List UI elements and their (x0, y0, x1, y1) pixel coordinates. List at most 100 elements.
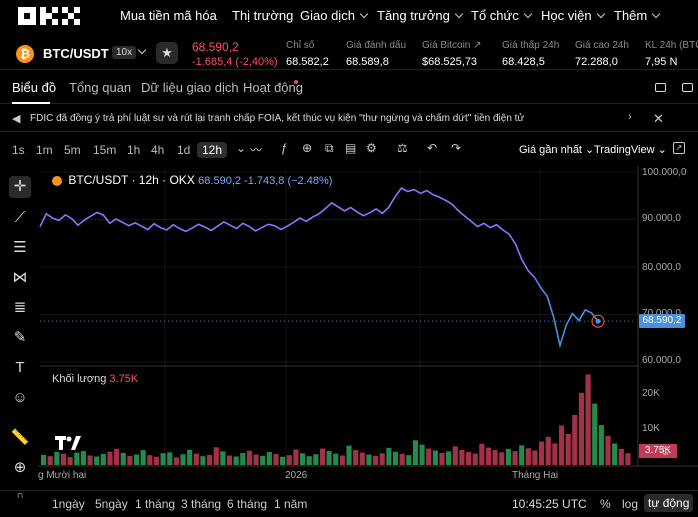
nav-academy[interactable]: Học viện (541, 8, 605, 23)
volume-bar (485, 447, 492, 465)
volume-bar (605, 435, 611, 465)
compare-icon[interactable]: ⊕ (302, 141, 313, 155)
volume-bar (578, 392, 585, 465)
volume-bar (366, 454, 372, 465)
pattern-icon[interactable]: ⋈ (12, 269, 28, 286)
chevron-down-icon[interactable]: ⌄ (236, 141, 247, 155)
line-chart-icon[interactable]: 〰 (250, 143, 263, 157)
tab-chart[interactable]: Biểu đồ (12, 80, 57, 95)
chevron-right-icon[interactable]: › (628, 111, 632, 123)
fullscreen-icon[interactable]: ↗ (673, 142, 685, 154)
interval-4h[interactable]: 4h (151, 143, 165, 157)
favorite-star-button[interactable]: ★ (156, 42, 178, 64)
brush-icon[interactable]: ✎ (13, 329, 27, 346)
leverage-badge: 10x (112, 46, 137, 59)
gear-icon[interactable]: ⚙ (366, 141, 377, 155)
content-tabs (0, 72, 698, 104)
range-6m[interactable]: 6 tháng (227, 497, 268, 511)
volume-bar (313, 454, 319, 465)
stat-value-index: 68.582,2 (286, 56, 329, 68)
nav-markets[interactable]: Thị trường (232, 8, 294, 23)
volume-bar (74, 452, 80, 465)
volume-bar (67, 457, 73, 465)
window-icon[interactable] (655, 83, 666, 92)
interval-1m[interactable]: 1m (36, 143, 53, 157)
price-change: -1.685,4 (-2,40%) (192, 56, 278, 68)
redo-icon[interactable]: ↷ (451, 141, 462, 155)
layout-icon[interactable]: ▤ (345, 141, 357, 155)
range-1d[interactable]: 1ngày (52, 497, 85, 511)
volume-bar (253, 454, 259, 465)
fib-icon[interactable]: ≣ (13, 299, 27, 316)
utc-clock[interactable]: 10:45:25 UTC (512, 497, 587, 511)
crosshair-icon[interactable]: ✛ (9, 176, 31, 198)
volume-bar (80, 451, 86, 465)
zoom-in-icon[interactable]: ⊕ (13, 459, 27, 476)
chart-engine-select[interactable]: TradingView ⌄ (594, 144, 667, 156)
ruler-icon[interactable]: 📏 (10, 429, 30, 446)
template-icon[interactable]: ⧉ (325, 141, 334, 155)
volume-legend-label: Khối lượng (52, 373, 107, 385)
nav-trade[interactable]: Giao dịch (300, 8, 369, 23)
interval-15m[interactable]: 15m (93, 143, 117, 157)
volume-bar (439, 452, 445, 465)
indicators-icon[interactable]: ƒ (281, 141, 288, 155)
volume-bar (319, 448, 326, 465)
last-price: 68.590,2 (192, 40, 239, 54)
range-bar (0, 490, 698, 517)
close-icon[interactable]: ✕ (653, 111, 664, 126)
interval-5m[interactable]: 5m (64, 143, 81, 157)
panel-icon[interactable] (682, 83, 693, 92)
interval-1s[interactable]: 1s (12, 143, 25, 157)
range-1y[interactable]: 1 năm (274, 497, 308, 511)
nav-buy-crypto[interactable]: Mua tiền mã hóa (120, 8, 217, 23)
volume-bar (572, 414, 578, 465)
tab-trading-data[interactable]: Dữ liệu giao dịch (141, 80, 239, 95)
magnet-icon[interactable]: ∩ (16, 490, 24, 501)
gear-icon[interactable]: ⚙ (660, 444, 671, 458)
range-5d[interactable]: 5ngày (95, 497, 128, 511)
auto-scale-toggle[interactable]: tự động (644, 494, 694, 512)
undo-icon[interactable]: ↶ (427, 141, 438, 155)
log-toggle[interactable]: log (622, 497, 639, 511)
volume-bar (293, 449, 299, 465)
top-navigation: Mua tiền mã hóa Thị trường Giao dịch Tăn… (0, 0, 698, 32)
news-banner (0, 108, 698, 132)
range-1m[interactable]: 1 tháng (135, 497, 176, 511)
nav-more[interactable]: Thêm (614, 8, 661, 23)
okx-logo[interactable] (18, 7, 82, 25)
btc-legend-icon (52, 175, 62, 186)
volume-bar (452, 446, 458, 465)
volume-bar (346, 445, 352, 465)
price-source-select[interactable]: Giá gần nhất ⌄ (519, 144, 595, 156)
stat-label-index: Chỉ số (286, 40, 315, 51)
volume-tick-label: 20K (642, 388, 660, 399)
volume-bar (525, 448, 531, 465)
text-icon[interactable]: T (15, 359, 25, 376)
horizontal-lines-icon[interactable]: ☰ (13, 239, 27, 256)
interval-12h[interactable]: 12h (197, 142, 228, 158)
current-volume-tag: 3.75K (639, 444, 677, 458)
tab-activity[interactable]: Hoạt động (243, 80, 303, 95)
emoji-icon[interactable]: ☺ (12, 389, 28, 406)
volume-bar (140, 450, 146, 465)
volume-bar (114, 448, 120, 465)
interval-1d[interactable]: 1d (177, 143, 191, 157)
tab-overview[interactable]: Tổng quan (69, 80, 132, 95)
volume-bar (552, 443, 558, 465)
volume-bar (167, 452, 173, 465)
range-3m[interactable]: 3 tháng (181, 497, 222, 511)
nav-growth[interactable]: Tăng trưởng (377, 8, 464, 23)
interval-1h[interactable]: 1h (127, 143, 141, 157)
volume-bar (386, 447, 392, 465)
tradingview-logo[interactable] (54, 434, 82, 452)
news-text[interactable]: FDIC đã đồng ý trả phí luật sư và rút lạ… (30, 113, 525, 124)
nav-institutions[interactable]: Tổ chức (471, 8, 532, 23)
percent-toggle[interactable]: % (600, 497, 611, 511)
stat-label-bitcoin-price[interactable]: Giá Bitcoin ↗ (422, 40, 482, 51)
trend-line-icon[interactable]: ⟋ (14, 209, 26, 226)
trading-pair[interactable]: BTC/USDT (43, 46, 109, 61)
volume-bar (233, 456, 239, 465)
scale-icon[interactable]: ⚖ (397, 141, 408, 155)
